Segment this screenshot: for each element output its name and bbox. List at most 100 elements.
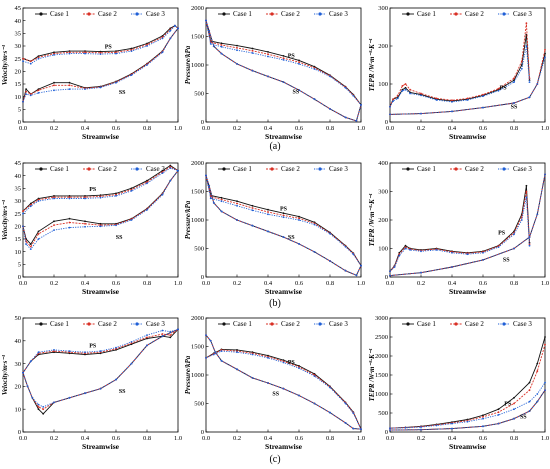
x-tick-label: 0.2 xyxy=(233,125,241,132)
legend-marker xyxy=(222,12,226,16)
plot-frame xyxy=(205,317,362,433)
data-point xyxy=(22,210,24,213)
series-case1 xyxy=(205,174,362,277)
data-point xyxy=(130,47,133,50)
data-point xyxy=(220,45,223,48)
data-point xyxy=(409,88,411,91)
annotation-ss: SS xyxy=(116,235,123,241)
legend-label-case2: Case 2 xyxy=(281,165,300,173)
data-point xyxy=(451,427,453,430)
series-case3 xyxy=(389,45,546,116)
data-point xyxy=(267,75,269,78)
series-case3 xyxy=(389,381,546,431)
data-point xyxy=(68,196,71,199)
series-line xyxy=(389,191,530,272)
plot-frame xyxy=(205,162,362,278)
legend-label-case3: Case 3 xyxy=(146,320,165,328)
x-tick-label: 0.8 xyxy=(510,435,518,442)
legend-label-case2: Case 2 xyxy=(281,10,300,18)
data-point xyxy=(528,400,531,403)
data-point xyxy=(130,188,133,191)
data-point xyxy=(497,422,500,425)
data-point xyxy=(344,269,347,272)
data-point xyxy=(528,389,531,392)
data-point xyxy=(525,22,528,25)
data-point xyxy=(451,110,453,113)
x-tick-label: 0.4 xyxy=(81,280,90,287)
data-point xyxy=(360,428,362,430)
data-point xyxy=(313,98,316,101)
legend-label-case1: Case 1 xyxy=(233,165,252,173)
series-case1 xyxy=(205,334,362,430)
x-tick-label: 1.0 xyxy=(541,125,549,132)
data-point xyxy=(220,42,223,45)
data-point xyxy=(84,197,86,200)
y-tick-label: 1500 xyxy=(191,189,204,196)
data-point xyxy=(220,52,223,55)
data-point xyxy=(520,219,523,221)
data-point xyxy=(99,222,102,225)
y-tick-label: 3000 xyxy=(375,315,388,322)
data-point xyxy=(536,83,539,85)
x-tick-label: 0.2 xyxy=(50,435,58,442)
data-point xyxy=(482,414,484,417)
data-point xyxy=(298,59,300,62)
data-point xyxy=(404,247,407,250)
data-point xyxy=(298,367,300,370)
data-point xyxy=(251,224,254,227)
data-point xyxy=(393,266,396,268)
data-point xyxy=(409,249,411,251)
y-axis-label: TEPR /W·m⁻³·K⁻¹ xyxy=(368,193,376,246)
legend-marker xyxy=(406,167,410,171)
data-point xyxy=(37,92,40,94)
legend-label-case3: Case 3 xyxy=(513,165,532,173)
legend: Case 1 Case 2 Case 3 xyxy=(35,10,165,18)
data-point xyxy=(420,271,422,274)
data-point xyxy=(84,196,86,199)
data-point xyxy=(525,196,528,199)
data-point xyxy=(528,96,531,99)
y-axis-label: Velocity/m·s⁻¹ xyxy=(1,45,9,85)
data-point xyxy=(161,335,164,338)
y-tick-label: 500 xyxy=(194,91,204,98)
series-case2 xyxy=(205,334,362,430)
data-point xyxy=(329,75,331,78)
legend-marker xyxy=(502,322,506,326)
x-tick-label: 0.2 xyxy=(417,125,425,132)
x-tick-label: 0.2 xyxy=(417,280,425,287)
data-point xyxy=(68,396,71,399)
data-point xyxy=(420,112,422,115)
data-point xyxy=(115,346,117,349)
annotation-ps: PS xyxy=(105,45,113,51)
x-tick-label: 0.2 xyxy=(233,280,241,287)
legend-marker xyxy=(222,167,226,171)
data-point xyxy=(251,52,254,54)
legend-label-case2: Case 2 xyxy=(465,320,484,328)
data-point xyxy=(482,106,484,109)
data-point xyxy=(236,368,238,371)
data-point xyxy=(344,116,347,119)
series-line xyxy=(22,28,179,102)
x-tick-label: 0.4 xyxy=(448,435,457,442)
data-point xyxy=(29,62,32,65)
series-line xyxy=(389,389,546,431)
data-point xyxy=(251,207,254,209)
data-point xyxy=(420,250,422,253)
data-point xyxy=(37,57,40,60)
y-tick-label: 40 xyxy=(15,338,22,345)
x-tick-label: 0.8 xyxy=(326,125,334,132)
data-point xyxy=(212,202,215,204)
data-point xyxy=(404,426,407,429)
data-point xyxy=(267,53,269,56)
data-point xyxy=(389,105,391,108)
legend-marker xyxy=(318,322,322,326)
annotation-ss: SS xyxy=(520,415,527,421)
y-tick-label: 5 xyxy=(18,262,21,269)
series-line xyxy=(205,175,362,266)
chart-panel-6: 0.0 0.2 0.4 0.6 0.8 1.0 0 100 200 300 400 Streamwis… xyxy=(368,160,549,296)
data-point xyxy=(220,200,223,203)
data-point xyxy=(220,44,223,46)
series-line xyxy=(389,57,546,115)
data-point xyxy=(404,246,407,249)
data-point xyxy=(329,108,331,110)
